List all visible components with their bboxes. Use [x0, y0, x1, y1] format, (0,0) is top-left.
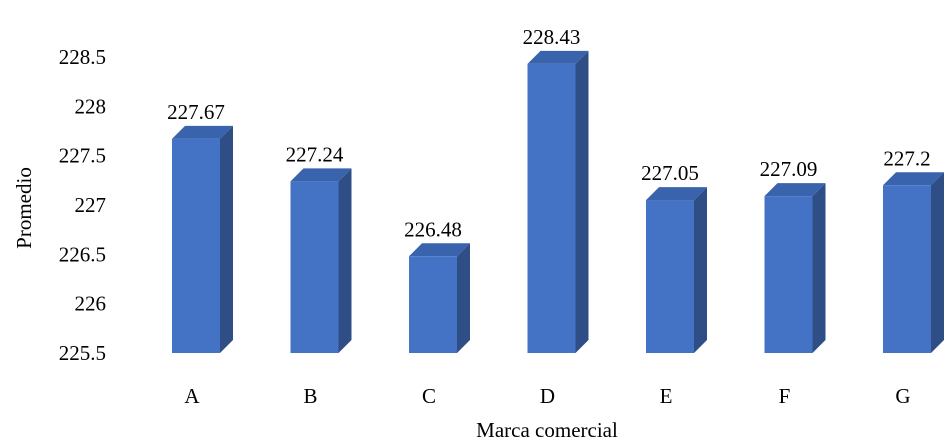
bar-g — [883, 172, 944, 353]
y-tick-label: 228 — [75, 94, 107, 118]
bar-f — [764, 183, 826, 353]
x-tick-label: A — [184, 384, 200, 408]
bar-c — [409, 243, 470, 353]
x-tick-label: D — [540, 384, 555, 408]
x-axis-ticks: A B C D E F G — [184, 384, 910, 408]
x-axis-title: Marca comercial — [476, 418, 618, 442]
y-tick-label: 227.5 — [59, 144, 106, 168]
data-label: 227.05 — [641, 161, 699, 185]
bar-a — [172, 125, 233, 353]
y-tick-label: 226 — [75, 292, 107, 316]
bar-top-face — [409, 243, 470, 257]
bar-top-face — [172, 125, 233, 139]
x-tick-label: C — [422, 384, 436, 408]
data-label: 227.09 — [760, 157, 818, 181]
data-label: 227.67 — [167, 100, 225, 124]
bar-top-face — [290, 168, 352, 182]
data-label: 227.24 — [286, 142, 344, 166]
data-label: 227.2 — [883, 146, 930, 170]
data-label: 228.43 — [523, 25, 581, 49]
data-labels-group: 227.67 227.24 226.48 228.43 227.05 227.09 227.… — [167, 25, 931, 241]
x-tick-label: B — [303, 384, 317, 408]
bar-side-face — [812, 183, 826, 353]
x-tick-label: F — [779, 384, 791, 408]
bar-front-face — [646, 200, 694, 353]
bar-side-face — [931, 172, 944, 353]
y-axis-title: Promedio — [12, 167, 36, 249]
bar-side-face — [220, 125, 233, 353]
bar-b — [290, 168, 352, 353]
bar-side-face — [457, 243, 470, 353]
bar-e — [646, 187, 707, 353]
bar-d — [527, 50, 589, 353]
bar-front-face — [172, 138, 220, 353]
y-axis-ticks: 225.5 226 226.5 227 227.5 228 228.5 — [59, 45, 106, 365]
bar-side-face — [575, 50, 589, 353]
bar-side-face — [694, 187, 707, 353]
bar-front-face — [883, 185, 931, 353]
y-tick-label: 225.5 — [59, 341, 106, 365]
data-label: 226.48 — [404, 217, 462, 241]
bar-front-face — [290, 181, 339, 353]
bar-top-face — [883, 172, 944, 186]
bar-side-face — [338, 168, 352, 353]
bar-top-face — [527, 50, 589, 64]
bars-group — [172, 50, 944, 353]
bar-front-face — [527, 63, 576, 353]
y-tick-label: 228.5 — [59, 45, 106, 69]
y-tick-label: 226.5 — [59, 242, 106, 266]
bar-front-face — [409, 256, 457, 353]
y-tick-label: 227 — [75, 193, 107, 217]
x-tick-label: E — [660, 384, 673, 408]
x-tick-label: G — [895, 384, 910, 408]
bar-top-face — [646, 187, 707, 201]
bar-front-face — [764, 196, 813, 353]
bar-top-face — [764, 183, 826, 197]
